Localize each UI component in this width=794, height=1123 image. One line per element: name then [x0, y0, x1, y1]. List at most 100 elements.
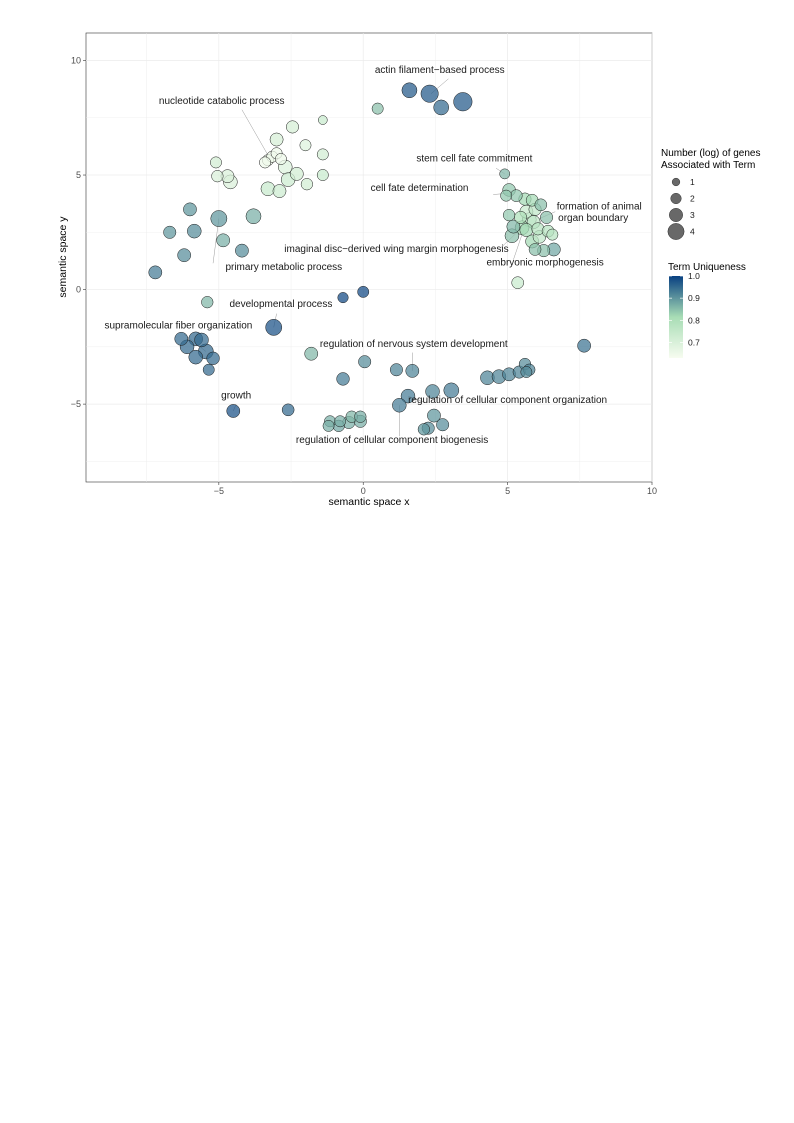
term-point-39: [174, 331, 189, 346]
term-point-53: [405, 364, 420, 378]
term-point-59: [436, 418, 450, 432]
term-point-46: [202, 363, 215, 376]
term-point-49: [304, 346, 319, 361]
term-point-44: [188, 349, 203, 365]
size-legend-label-0: 1: [690, 177, 695, 187]
x-tick-label-2: 5: [505, 486, 510, 496]
term-label-10: supramolecular fiber organization: [104, 321, 252, 332]
colorbar-ticks: 0.7 0.8 0.9 1.0: [669, 271, 700, 347]
term-point-8: [299, 139, 312, 152]
term-label-7: embryonic morphogenesis: [487, 258, 604, 269]
colorbar-tick-label-2: 0.9: [688, 293, 700, 303]
term-point-1: [420, 84, 439, 103]
term-point-27: [210, 210, 228, 227]
term-label-3: cell fate determination: [371, 183, 469, 194]
size-legend-title-line-1: Number (log) of genes: [661, 148, 761, 159]
term-point-21: [272, 184, 287, 198]
term-point-77: [577, 338, 591, 353]
term-point-87: [502, 209, 516, 222]
term-point-2: [433, 99, 449, 116]
term-point-37: [357, 285, 370, 298]
term-point-31: [216, 233, 231, 248]
term-label-2: stem cell fate commitment: [416, 153, 532, 164]
term-point-5: [318, 115, 328, 125]
size-legend-key-0: [671, 177, 681, 187]
term-point-36: [337, 292, 349, 304]
term-point-35: [201, 296, 214, 309]
term-point-81: [510, 189, 523, 202]
term-point-54: [425, 384, 440, 399]
term-point-18: [300, 178, 313, 191]
term-point-7: [286, 120, 299, 134]
term-label-1: nucleotide catabolic process: [159, 96, 285, 107]
term-point-94: [519, 223, 534, 237]
size-legend-label-3: 4: [690, 227, 695, 237]
y-tick-label-3: 10: [71, 55, 81, 65]
y-tick-label-0: −5: [71, 399, 81, 409]
term-point-20: [260, 181, 276, 196]
x-axis-title: semantic space x: [328, 496, 410, 508]
term-point-52: [389, 363, 403, 377]
size-legend-key-3: [667, 223, 685, 240]
term-point-26: [183, 202, 197, 217]
term-point-13: [275, 153, 287, 165]
term-point-4: [371, 102, 384, 115]
term-point-65: [334, 415, 347, 428]
term-label-6: imaginal disc−derived wing margin morpho…: [284, 244, 508, 255]
term-label-9: developmental process: [230, 299, 333, 310]
term-point-84: [534, 198, 548, 212]
term-point-80: [500, 189, 513, 202]
term-label-13: regulation of cellular component organiz…: [408, 395, 607, 406]
term-point-9: [316, 148, 329, 161]
term-point-14: [259, 156, 271, 169]
grid-lines: [86, 33, 653, 482]
color-legend: Term Uniqueness 0.7 0.8 0.9 1.0: [668, 262, 746, 358]
term-point-89: [540, 210, 554, 224]
term-point-0: [401, 82, 418, 99]
term-point-76: [520, 366, 533, 378]
term-point-41: [194, 332, 209, 348]
term-point-6: [269, 132, 284, 147]
term-point-97: [546, 228, 559, 241]
term-point-78: [499, 168, 511, 180]
term-point-16: [289, 167, 304, 181]
axis-ticks: −5 0 5 10 −5 0 5 10: [71, 55, 657, 496]
colorbar: [669, 276, 683, 358]
x-tick-label-1: 0: [361, 486, 366, 496]
term-point-47: [226, 404, 241, 418]
term-point-3: [453, 92, 473, 112]
y-tick-label-1: 0: [76, 285, 81, 295]
term-point-69: [354, 410, 367, 423]
term-point-92: [506, 219, 521, 234]
term-point-19: [316, 169, 329, 181]
term-point-61: [417, 423, 430, 436]
leader-line-1: [241, 109, 272, 161]
term-point-55: [400, 388, 416, 404]
size-legend-key-2: [669, 208, 683, 222]
term-label-11: regulation of nervous system development: [320, 339, 508, 350]
term-point-63: [322, 419, 335, 432]
term-point-48: [281, 403, 295, 417]
y-axis-title: semantic space y: [57, 216, 69, 298]
term-label-8: primary metabolic process: [225, 262, 342, 273]
term-point-58: [427, 408, 441, 423]
term-point-56: [392, 398, 407, 413]
x-tick-label-0: −5: [214, 486, 224, 496]
colorbar-tick-label-0: 0.7: [688, 337, 700, 347]
term-point-104: [511, 276, 524, 289]
size-legend-label-1: 2: [690, 194, 695, 204]
term-label-0: actin filament−based process: [375, 65, 505, 76]
term-point-29: [163, 225, 177, 239]
term-point-34: [148, 265, 163, 280]
size-legend-items: 1 2 3 4: [667, 177, 695, 240]
term-point-32: [235, 243, 249, 258]
term-point-22: [210, 156, 222, 169]
term-label-14: regulation of cellular component biogene…: [296, 435, 488, 446]
term-points: [148, 82, 591, 436]
term-label-4: formation of animal: [557, 201, 642, 212]
term-point-28: [245, 208, 262, 225]
colorbar-tick-label-3: 1.0: [688, 271, 700, 281]
y-tick-label-2: 5: [76, 170, 81, 180]
color-legend-title: Term Uniqueness: [668, 262, 746, 273]
